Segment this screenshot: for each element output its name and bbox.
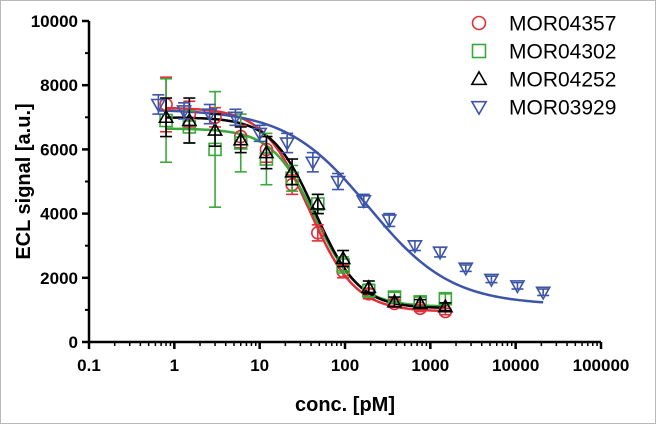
data-point: [509, 280, 526, 295]
data-point: [207, 121, 224, 136]
y-tick-label: 10000: [31, 12, 78, 31]
x-ticks: 0.1 1 10 100 1000 10000 100000: [77, 342, 629, 375]
data-point: [457, 262, 474, 277]
x-tick-label: 0.1: [77, 356, 101, 375]
y-ticks: 0 2000 4000 6000 8000 10000: [31, 12, 89, 352]
fit-curves: [158, 106, 544, 313]
data-point: [335, 250, 352, 265]
legend-marker-mor03929: [470, 100, 488, 116]
data-point: [310, 226, 325, 240]
data-point: [381, 214, 398, 229]
legend-marker-mor04357: [471, 15, 487, 31]
y-tick-label: 0: [69, 333, 78, 352]
data-point: [150, 98, 167, 113]
data-point: [432, 246, 449, 261]
data-point: [176, 105, 193, 120]
data-point: [251, 127, 268, 142]
legend-label-mor04252: MOR04252: [509, 69, 616, 92]
y-axis-title: ECL signal [a.u.]: [13, 103, 35, 259]
legend-label-mor04302: MOR04302: [509, 41, 616, 64]
data-point: [437, 298, 454, 313]
x-tick-label: 10000: [492, 356, 539, 375]
x-tick-label: 10: [250, 356, 269, 375]
data-point: [232, 131, 249, 146]
data-point: [330, 175, 347, 190]
fit-curve-mor04302: [166, 127, 446, 308]
legend-marker-mor04252: [470, 70, 488, 86]
legend-label-mor03929: MOR03929: [509, 97, 616, 120]
legend-marker-mor04302: [471, 43, 487, 59]
data-point: [284, 163, 301, 178]
data-point: [258, 144, 275, 159]
data-point: [158, 109, 175, 124]
x-tick-label: 1: [170, 356, 179, 375]
data-point: [483, 273, 500, 288]
fit-curve-mor04252: [166, 116, 446, 310]
x-tick-label: 100: [331, 356, 359, 375]
y-tick-label: 4000: [40, 205, 78, 224]
y-tick-label: 8000: [40, 76, 78, 95]
x-tick-label: 1000: [411, 356, 449, 375]
series-mor03929: [150, 94, 552, 301]
data-point: [355, 195, 372, 209]
data-point: [406, 239, 423, 254]
data-point: [279, 137, 296, 152]
data-point: [309, 195, 326, 210]
data-point: [304, 156, 321, 171]
series-mor04252: [158, 97, 454, 313]
data-point: [412, 295, 429, 310]
legend: MOR04357 MOR04302 MOR04252 MOR03929: [470, 13, 616, 120]
x-axis-title: conc. [pM]: [295, 394, 395, 416]
legend-label-mor04357: MOR04357: [509, 13, 616, 36]
data-point: [227, 111, 244, 126]
data-point: [386, 293, 403, 308]
data-point: [201, 108, 218, 123]
data-points: [150, 76, 552, 319]
axes: 0 2000 4000 6000 8000 10000 0.1 1 10 100 1000 1000…: [31, 12, 630, 375]
data-point: [535, 286, 552, 301]
y-tick-label: 2000: [40, 269, 78, 288]
x-tick-label: 100000: [573, 356, 630, 375]
fit-curve-mor03929: [158, 109, 544, 304]
fit-curve-mor04357: [166, 106, 446, 313]
y-tick-label: 6000: [40, 140, 78, 159]
data-point: [360, 279, 377, 294]
